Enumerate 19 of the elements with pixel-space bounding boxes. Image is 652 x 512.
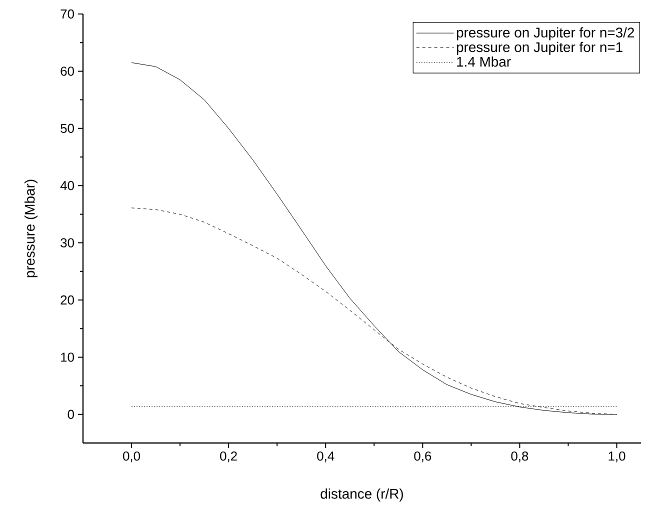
y-tick-label: 0 bbox=[68, 410, 74, 419]
x-tick-label: 0,0 bbox=[123, 452, 140, 462]
x-tick-label: 0,4 bbox=[317, 452, 334, 462]
y-tick-label: 50 bbox=[60, 124, 74, 133]
y-tick-label: 40 bbox=[60, 181, 74, 190]
y-tick-label: 30 bbox=[60, 238, 74, 248]
legend-label: 1.4 Mbar bbox=[457, 56, 511, 67]
legend-label: pressure on Jupiter for n=3/2 bbox=[456, 27, 634, 40]
y-tick-label: 60 bbox=[60, 66, 74, 76]
y-axis-title: pressure (Mbar) bbox=[24, 180, 38, 278]
x-tick-label: 1,0 bbox=[608, 452, 626, 462]
x-tick-label: 0,8 bbox=[511, 452, 528, 462]
y-tick-label: 70 bbox=[60, 9, 74, 19]
legend-label: pressure on Jupiter for n=1 bbox=[456, 42, 622, 55]
x-axis-title: distance (r/R) bbox=[320, 488, 403, 502]
y-tick-label: 20 bbox=[60, 295, 74, 305]
x-tick-label: 0,2 bbox=[220, 452, 237, 462]
x-tick-label: 0,6 bbox=[414, 452, 432, 462]
y-tick-label: 10 bbox=[61, 352, 74, 362]
